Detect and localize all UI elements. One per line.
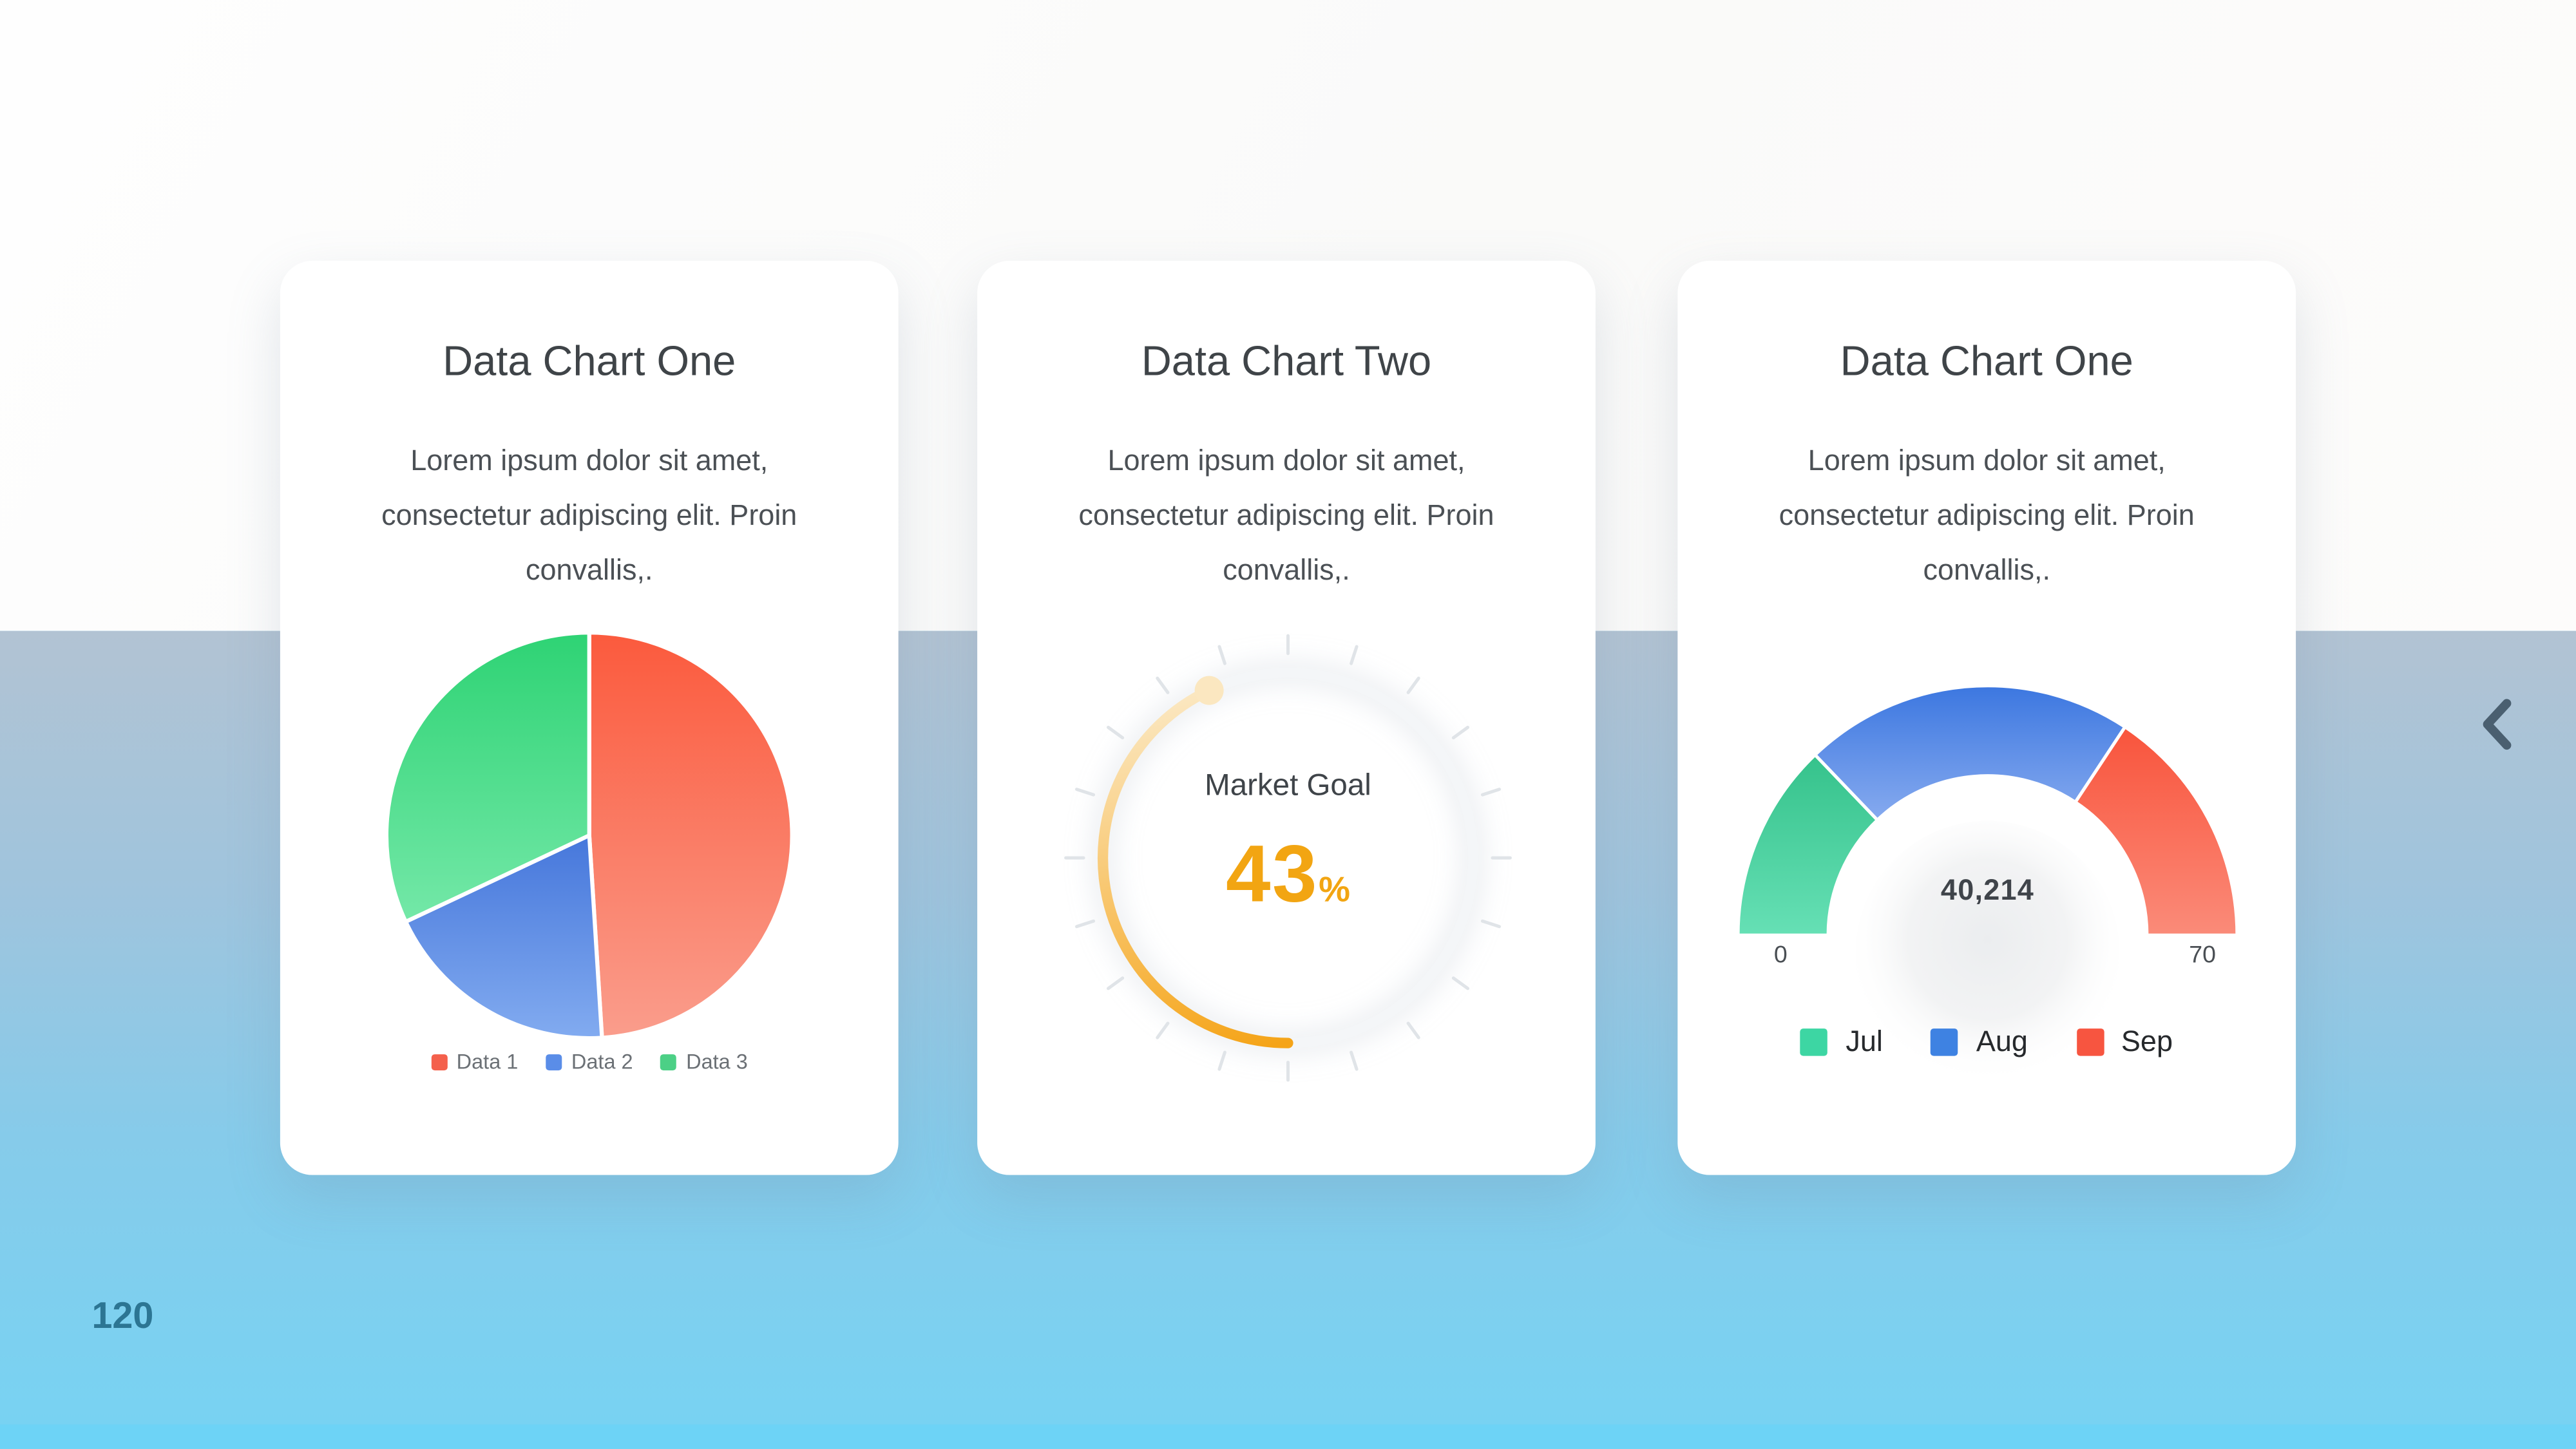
gauge-tick — [1106, 976, 1125, 990]
gauge-tick — [1074, 919, 1096, 929]
card-title: Data Chart One — [1840, 336, 2133, 385]
legend-item: Sep — [2075, 1025, 2173, 1059]
legend-item: Data 3 — [660, 1050, 748, 1074]
gauge-tick — [1451, 976, 1470, 990]
gauge-max-label: 70 — [2189, 942, 2216, 969]
gauge-legend: Jul Aug Sep — [1677, 1025, 2296, 1059]
gauge-tick — [1480, 919, 1502, 929]
card-description: Lorem ipsum dolor sit amet, consectetur … — [1078, 444, 1494, 586]
radial-progress-chart — [1064, 634, 1512, 1082]
gauge-center-value: 40,214 — [1940, 874, 2035, 907]
gauge-tick — [1480, 788, 1502, 797]
gauge-tick — [1156, 1021, 1170, 1039]
card-description: Lorem ipsum dolor sit amet, consectetur … — [381, 444, 797, 586]
gauge-tick — [1350, 645, 1359, 665]
page-number: 120 — [91, 1294, 154, 1336]
gauge-tick — [1406, 676, 1420, 694]
gauge-tick — [1406, 1021, 1420, 1039]
pie-slice-data-2 — [403, 833, 604, 1040]
gauge-tick — [1217, 1050, 1226, 1071]
card-radial-progress: Data Chart Two Lorem ipsum dolor sit ame… — [977, 260, 1599, 1175]
gauge-value-number: 43 — [1226, 829, 1319, 920]
card-title: Data Chart Two — [1141, 336, 1432, 385]
pie-slice-data-3 — [384, 630, 591, 924]
legend-swatch-data-1 — [430, 1053, 447, 1070]
gauge-label: Market Goal — [1205, 769, 1371, 804]
legend-label: Data 3 — [686, 1049, 748, 1074]
legend-swatch-data-3 — [660, 1053, 677, 1070]
gauge-tick — [1451, 725, 1470, 740]
background-bottom-strip — [0, 1424, 2576, 1449]
gauge-tick — [1106, 725, 1125, 740]
gauge-hub — [1855, 820, 2120, 1085]
gauge-tick — [1217, 645, 1226, 665]
chevron-left-icon[interactable] — [2473, 692, 2521, 757]
legend-item: Data 1 — [430, 1049, 519, 1074]
legend-label: Data 2 — [571, 1049, 633, 1074]
pie-slice-data-1 — [587, 630, 794, 1040]
card-title: Data Chart One — [443, 336, 736, 385]
semicircle-gauge-chart — [1736, 684, 2239, 1085]
gauge-segment-aug — [1813, 684, 2128, 822]
gauge-min-label: 0 — [1773, 942, 1788, 969]
legend-item: Data 2 — [545, 1049, 633, 1074]
gauge-value: 43% — [977, 828, 1599, 921]
card-description: Lorem ipsum dolor sit amet, consectetur … — [1779, 444, 2195, 586]
card-pie-chart: Data Chart One Lorem ipsum dolor sit ame… — [280, 260, 899, 1175]
gauge-tick — [1074, 788, 1096, 797]
gauge-progress-dot — [1194, 676, 1224, 705]
gauge-value-unit: % — [1319, 869, 1350, 910]
legend-item: Jul — [1800, 1025, 1883, 1059]
card-semicircle-gauge: Data Chart One Lorem ipsum dolor sit ame… — [1677, 260, 2296, 1175]
legend-label: Sep — [2121, 1025, 2173, 1058]
legend-swatch-data-2 — [545, 1053, 562, 1070]
legend-label: Aug — [1976, 1025, 2028, 1058]
legend-label: Jul — [1846, 1025, 1883, 1058]
pie-legend: Data 1 Data 2 Data 3 — [280, 1050, 899, 1074]
gauge-segment-sep — [2073, 724, 2239, 937]
legend-item: Aug — [1931, 1025, 2028, 1059]
gauge-tick — [1156, 676, 1170, 694]
legend-swatch-jul — [1800, 1028, 1828, 1056]
gauge-tick — [1350, 1050, 1359, 1071]
legend-swatch-aug — [1931, 1028, 1959, 1056]
legend-swatch-sep — [2075, 1028, 2104, 1056]
gauge-progress-arc — [1097, 685, 1293, 1048]
legend-label: Data 1 — [456, 1049, 519, 1074]
pie-chart — [384, 630, 794, 1040]
